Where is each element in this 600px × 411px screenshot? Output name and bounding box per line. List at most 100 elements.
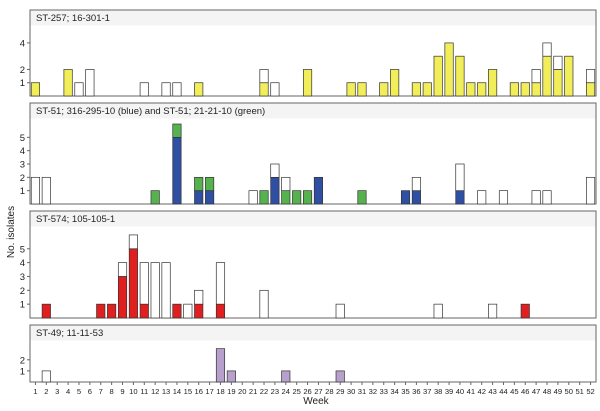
x-tick-label: 42: [477, 387, 485, 396]
x-tick-label: 6: [88, 387, 92, 396]
x-tick-label: 8: [110, 387, 114, 396]
bar-week-37-yellow: [422, 82, 432, 97]
bar-week-15-white: [183, 303, 193, 319]
panel-1: ST-257; 16-301-1 1 2 4: [20, 9, 597, 97]
bar-week-22-white: [259, 69, 269, 84]
bar-week-21-white: [248, 190, 258, 205]
x-tick-label: 50: [565, 387, 573, 396]
x-tick-label: 16: [194, 387, 202, 396]
bar-week-14-white: [172, 82, 182, 97]
y-tick-label: 3: [20, 272, 25, 283]
bar-week-42-yellow: [477, 82, 487, 97]
y-tick-label: 2: [20, 355, 25, 366]
bar-week-4-yellow: [63, 69, 73, 97]
bar-week-2-white: [41, 370, 51, 383]
bar-week-24-white: [281, 176, 291, 192]
bar-week-18-white: [215, 262, 226, 305]
bar-week-52-white: [586, 69, 596, 84]
x-tick-label: 37: [423, 387, 431, 396]
bar-week-19-purple: [226, 370, 236, 383]
bar-week-9-white: [117, 262, 128, 277]
bar-week-47-yellow: [531, 82, 541, 97]
bar-week-13-white: [161, 262, 171, 319]
bar-week-27-blue: [313, 176, 323, 205]
x-tick-label: 26: [303, 387, 311, 396]
y-tick-label: 2: [20, 286, 25, 297]
y-tick-label: 3: [20, 160, 25, 171]
bar-week-2-white: [41, 176, 51, 205]
bar-week-24-purple: [281, 370, 291, 383]
x-tick-label: 23: [271, 387, 279, 396]
bar-week-48-white: [542, 190, 552, 205]
bar-week-43-yellow: [488, 69, 498, 97]
bar-week-18-red: [215, 303, 226, 319]
bar-week-39-yellow: [444, 42, 454, 97]
x-tick-label: 30: [347, 387, 355, 396]
x-tick-label: 10: [129, 387, 137, 396]
panel-title-band: [30, 211, 596, 227]
x-tick-label: 44: [499, 387, 507, 396]
bar-week-48-white: [542, 42, 552, 57]
x-tick-label: 5: [77, 387, 81, 396]
bar-week-9-red: [117, 276, 128, 319]
x-tick-label: 40: [456, 387, 464, 396]
panel-3: ST-574; 105-105-1 1 2 3 4 5: [20, 210, 597, 319]
bar-week-25-green: [292, 190, 302, 205]
bar-week-40-blue: [455, 190, 465, 205]
bar-week-46-red: [520, 303, 530, 319]
bar-week-40-white: [455, 163, 465, 192]
bar-week-2-red: [41, 303, 51, 319]
x-tick-label: 33: [380, 387, 388, 396]
bar-week-6-white: [85, 69, 95, 97]
x-tick-label: 36: [412, 387, 420, 396]
bar-week-22-green: [259, 190, 269, 205]
bar-week-12-white: [150, 262, 160, 319]
bar-week-1-yellow: [30, 82, 40, 97]
y-tick-label: 1: [20, 300, 25, 311]
x-axis-label: Week: [303, 396, 329, 407]
y-tick-label: 1: [20, 78, 25, 89]
y-tick-label: 4: [20, 38, 25, 49]
bar-week-52-white: [586, 176, 596, 205]
panel-title: ST-51; 316-295-10 (blue) and ST-51; 21-2…: [36, 106, 265, 117]
bar-week-26-yellow: [303, 69, 313, 97]
panel-frame: [29, 102, 597, 205]
x-tick-label: 41: [467, 387, 475, 396]
x-tick-label: 46: [521, 387, 529, 396]
bar-week-16-blue: [194, 190, 204, 205]
x-tick-label: 7: [99, 387, 103, 396]
bar-week-38-yellow: [433, 55, 443, 97]
x-tick-label: 2: [44, 387, 48, 396]
y-axis-label: No. isolates: [6, 206, 17, 258]
bar-week-50-yellow: [564, 55, 574, 97]
bar-week-10-white: [128, 234, 138, 250]
x-tick-label: 39: [445, 387, 453, 396]
bar-week-31-green: [357, 190, 367, 205]
panel-4: ST-49; 11-11-53 12: [20, 324, 597, 383]
x-tick-label: 11: [140, 387, 148, 396]
x-tick-label: 38: [434, 387, 442, 396]
bar-week-36-white: [411, 176, 421, 192]
bar-week-7-red: [96, 303, 106, 319]
x-tick-label: 29: [336, 387, 344, 396]
x-tick-label: 14: [173, 387, 181, 396]
y-tick-label: 1: [20, 366, 25, 377]
x-tick-label: 34: [390, 387, 398, 396]
bar-week-14-red: [172, 303, 182, 319]
bar-week-30-yellow: [346, 82, 356, 97]
bar-week-11-white: [139, 82, 149, 97]
x-tick-label: 21: [249, 387, 257, 396]
bar-week-42-white: [477, 190, 487, 205]
x-tick-label: 1: [33, 387, 37, 396]
y-tick-label: 5: [20, 133, 25, 144]
bar-week-14-green: [172, 123, 182, 138]
bar-week-16-green: [194, 176, 204, 192]
bar-week-29-purple: [335, 370, 345, 383]
bar-week-8-red: [107, 303, 117, 319]
bar-week-23-white: [270, 82, 280, 97]
x-tick-label: 48: [543, 387, 551, 396]
bar-week-1-white: [30, 176, 40, 205]
bar-week-36-yellow: [411, 82, 421, 97]
